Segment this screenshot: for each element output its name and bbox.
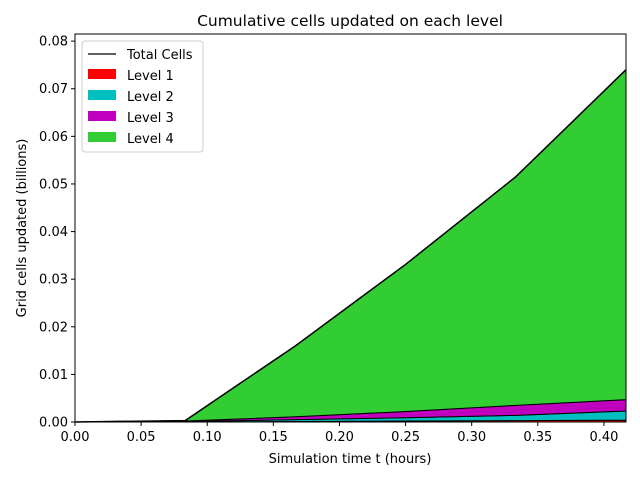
legend-label-level-4: Level 4 <box>127 132 174 147</box>
legend-label-level-3: Level 3 <box>127 111 174 126</box>
legend-swatch-level-1 <box>88 69 116 79</box>
legend-label-total: Total Cells <box>126 48 193 63</box>
legend-label-level-2: Level 2 <box>127 90 174 105</box>
y-tick-label: 0.03 <box>39 273 68 288</box>
legend-swatch-level-2 <box>88 90 116 100</box>
legend: Total Cells Level 1 Level 2 Level 3 Leve… <box>81 40 204 153</box>
total-cells-line <box>74 69 627 423</box>
x-tick-label: 0.20 <box>325 430 354 445</box>
x-tick-label: 0.00 <box>61 430 90 445</box>
x-tick-label: 0.30 <box>457 430 486 445</box>
y-tick-label: 0.06 <box>39 130 68 145</box>
legend-swatch-level-3 <box>88 111 116 121</box>
stack-boundaries <box>74 69 627 423</box>
x-tick-label: 0.10 <box>193 430 222 445</box>
chart-title: Cumulative cells updated on each level <box>197 12 503 30</box>
x-tick-label: 0.05 <box>127 430 156 445</box>
y-tick-label: 0.05 <box>39 177 68 192</box>
x-tick-label: 0.15 <box>259 430 288 445</box>
x-tick-label: 0.40 <box>589 430 618 445</box>
y-tick-label: 0.04 <box>39 225 68 240</box>
x-tick-label: 0.35 <box>523 430 552 445</box>
y-axis-ticks: 0.00 0.01 0.02 0.03 0.04 0.05 0.06 0.07 0.08 <box>39 35 75 431</box>
y-tick-label: 0.00 <box>39 416 68 431</box>
y-tick-label: 0.08 <box>39 35 68 50</box>
legend-frame <box>81 40 204 153</box>
legend-swatch-level-4 <box>88 132 116 142</box>
y-tick-label: 0.01 <box>39 368 68 383</box>
y-tick-label: 0.07 <box>39 82 68 97</box>
y-axis-label: Grid cells updated (billions) <box>15 139 30 318</box>
x-tick-label: 0.25 <box>391 430 420 445</box>
legend-label-level-1: Level 1 <box>127 69 174 84</box>
y-tick-label: 0.02 <box>39 320 68 335</box>
x-axis-ticks: 0.00 0.05 0.10 0.15 0.20 0.25 0.30 0.35 0.40 <box>61 422 618 445</box>
x-axis-label: Simulation time t (hours) <box>269 452 432 467</box>
plot-frame <box>74 33 627 423</box>
